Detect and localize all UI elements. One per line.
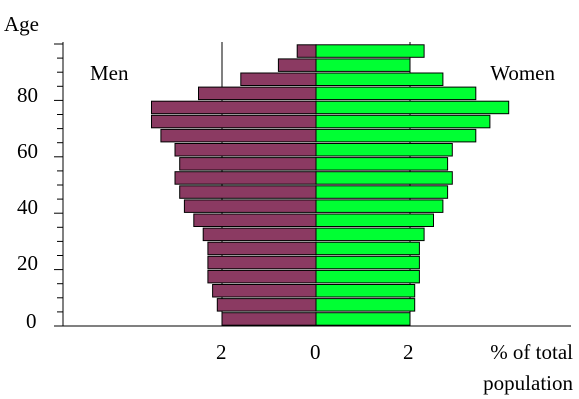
x-axis-title-line-2: population [483,371,573,395]
bar-women-35-39 [315,213,434,227]
bars-group [151,44,510,326]
bar-men-10-14 [212,284,317,298]
bar-women-25-29 [315,241,420,256]
bar-women-0-4 [315,312,411,326]
series-label-women: Women [490,61,555,85]
bar-men-85-89 [240,72,317,86]
age-tick-label: 60 [17,139,38,163]
bar-men-90-94 [277,58,317,72]
x-tick-label-right-2: 2 [403,340,414,364]
bar-women-40-44 [315,199,444,213]
y-axis-title: Age [4,12,39,36]
bar-men-70-74 [151,114,317,129]
bar-women-90-94 [315,58,411,72]
bar-men-95-99 [296,44,317,58]
bar-men-30-34 [202,227,317,242]
bar-women-85-89 [315,72,444,86]
y-minor-ticks [54,43,63,327]
age-tick-label: 0 [26,309,37,333]
bar-men-35-39 [193,213,317,227]
bar-women-20-24 [315,255,420,270]
bar-women-15-19 [315,269,420,284]
bar-women-60-64 [315,143,453,157]
bar-men-5-9 [216,298,317,312]
bar-men-75-79 [151,100,317,115]
bar-men-80-84 [198,86,317,101]
bar-women-55-59 [315,157,449,171]
bar-men-45-49 [179,185,317,199]
bar-men-55-59 [179,157,317,171]
bar-men-15-19 [207,269,317,284]
bar-women-10-14 [315,284,416,298]
bar-men-20-24 [207,255,317,270]
bar-women-50-54 [315,171,453,185]
bar-women-45-49 [315,185,449,199]
bar-men-0-4 [221,312,317,326]
series-label-men: Men [90,61,129,85]
age-tick-label: 20 [17,251,38,275]
age-tick-label: 80 [17,83,38,107]
bar-women-70-74 [315,114,491,129]
bar-women-5-9 [315,298,416,312]
bar-women-75-79 [315,100,510,115]
x-tick-label-left-2: 2 [216,340,227,364]
bar-men-65-69 [160,128,317,143]
bar-men-60-64 [174,143,317,157]
bar-women-65-69 [315,128,477,143]
age-tick-label: 40 [17,195,38,219]
bar-women-80-84 [315,86,477,101]
bar-men-25-29 [207,241,317,256]
x-axis-title-line-1: % of total [490,340,573,364]
bar-men-40-44 [183,199,317,213]
bar-women-30-34 [315,227,425,242]
bar-women-95-99 [315,44,425,58]
bar-men-50-54 [174,171,317,185]
x-tick-label-0: 0 [310,340,321,364]
